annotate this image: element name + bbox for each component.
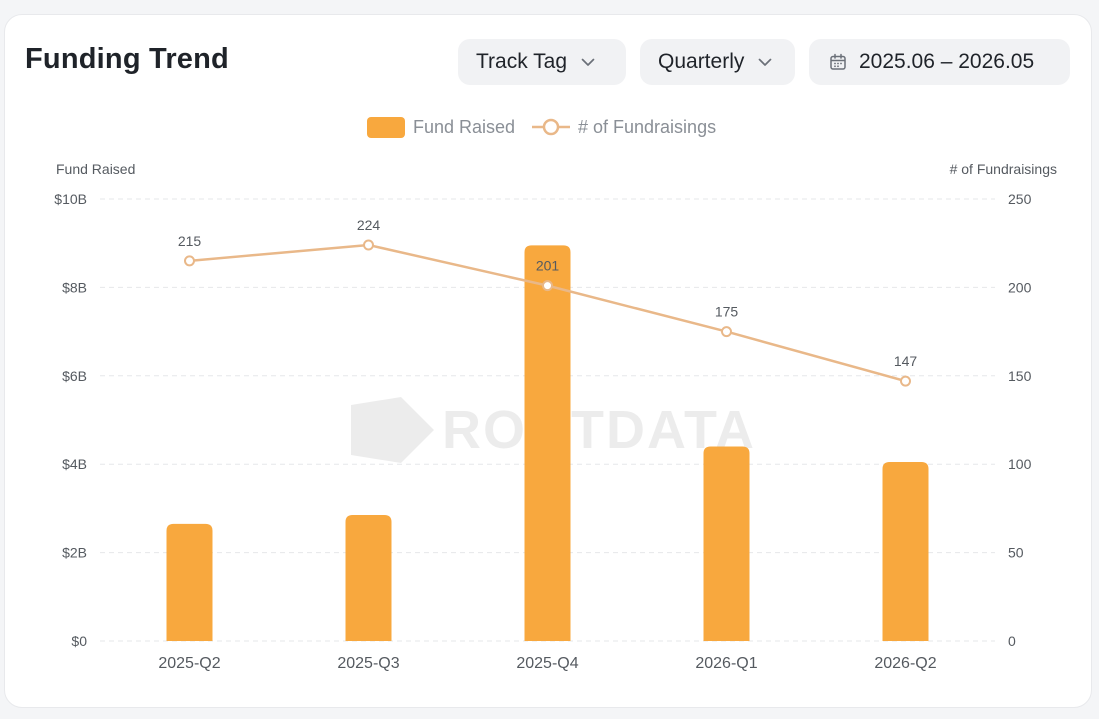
- page-title: Funding Trend: [25, 43, 229, 75]
- x-tick-label: 2026-Q2: [874, 655, 936, 672]
- chevron-down-icon: [758, 58, 772, 67]
- legend-label-fundraisings: # of Fundraisings: [578, 117, 716, 137]
- data-label: 147: [894, 353, 918, 369]
- data-label: 175: [715, 304, 739, 320]
- bar-fund-raised: [882, 461, 929, 641]
- y-left-tick-label: $6B: [62, 368, 87, 384]
- y-right-tick-label: 0: [1008, 633, 1016, 649]
- track-tag-label: Track Tag: [476, 50, 568, 73]
- date-range-picker[interactable]: 2025.06 – 2026.05: [809, 39, 1070, 85]
- line-point: [363, 239, 374, 251]
- date-range-value: 2025.06 – 2026.05: [859, 50, 1035, 73]
- data-label: 224: [357, 217, 381, 233]
- data-label: 215: [178, 233, 202, 249]
- bar-fund-raised: [166, 523, 213, 641]
- x-tick-label: 2025-Q2: [158, 655, 220, 672]
- bar-fund-raised: [524, 245, 571, 641]
- line-point: [900, 375, 911, 387]
- x-tick-label: 2025-Q4: [516, 655, 578, 672]
- period-dropdown[interactable]: Quarterly: [640, 39, 795, 85]
- y-left-tick-label: $4B: [62, 456, 87, 472]
- y-right-tick-label: 150: [1008, 368, 1032, 384]
- calendar-icon: [829, 53, 847, 71]
- chevron-down-icon: [581, 58, 595, 67]
- line-point: [721, 326, 732, 338]
- bar-fund-raised: [345, 515, 392, 641]
- track-tag-dropdown[interactable]: Track Tag: [458, 39, 626, 85]
- legend-swatch-fund-raised: [367, 117, 405, 138]
- y-right-tick-label: 50: [1008, 545, 1024, 561]
- legend-swatch-fundraisings-marker: [542, 118, 560, 136]
- legend-label-fund-raised: Fund Raised: [413, 117, 515, 137]
- x-tick-label: 2026-Q1: [695, 655, 757, 672]
- y-left-tick-label: $10B: [54, 191, 87, 207]
- y-right-tick-label: 100: [1008, 456, 1032, 472]
- y-right-tick-label: 200: [1008, 279, 1032, 295]
- y-right-tick-label: 250: [1008, 191, 1032, 207]
- x-tick-label: 2025-Q3: [337, 655, 399, 672]
- period-label: Quarterly: [658, 50, 745, 73]
- bar-fund-raised: [703, 446, 750, 641]
- y-right-axis-title: # of Fundraisings: [950, 161, 1057, 177]
- line-point: [184, 255, 195, 267]
- data-label: 201: [536, 258, 560, 274]
- line-point: [542, 280, 553, 292]
- y-left-tick-label: $2B: [62, 545, 87, 561]
- y-left-tick-label: $8B: [62, 279, 87, 295]
- y-left-tick-label: $0: [71, 633, 87, 649]
- y-left-axis-title: Fund Raised: [56, 161, 135, 177]
